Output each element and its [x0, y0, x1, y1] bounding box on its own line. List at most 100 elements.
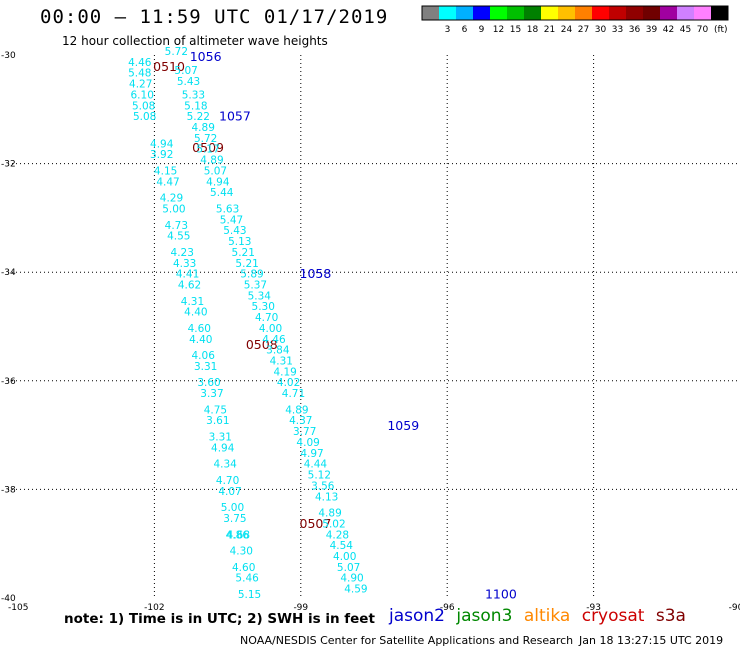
legend-label: 70 [697, 25, 709, 35]
map-subtitle: 12 hour collection of altimeter wave hei… [62, 34, 328, 48]
track-jason2: 5.725.075.435.335.185.224.895.725.174.89… [165, 46, 517, 602]
legend-label: 24 [561, 25, 573, 35]
wave-height-value: 4.97 [300, 448, 323, 460]
wave-height-value: 5.43 [177, 76, 200, 88]
wave-height-value: 4.28 [326, 529, 349, 541]
wave-height-value: 3.37 [200, 388, 223, 400]
wave-height-value: 3.56 [311, 480, 335, 492]
generated-timestamp: Jan 18 13:27:15 UTC 2019 [579, 634, 724, 647]
wave-height-value: 5.07 [174, 65, 197, 77]
pass-time-label: 0508 [246, 337, 278, 352]
legend-swatch [711, 6, 728, 20]
pass-time-label: 1058 [300, 266, 332, 281]
wave-height-value: 4.73 [165, 220, 188, 232]
wave-height-value: 5.00 [221, 502, 244, 514]
satellite-tracks: 4.465.484.276.105.085.084.943.924.154.47… [128, 46, 517, 602]
satellite-legend: jason2 jason3 altika cryosat s3a [389, 606, 692, 626]
legend-swatch [660, 6, 677, 20]
wave-height-value: 4.31 [270, 356, 293, 368]
wave-height-value: 4.70 [216, 475, 239, 487]
wave-height-value: 5.37 [244, 279, 267, 291]
units-note: note: 1) Time is in UTC; 2) SWH is in fe… [64, 611, 375, 627]
legend-swatch [490, 6, 507, 20]
wave-height-value: 5.30 [252, 301, 275, 313]
wave-height-value: 5.12 [308, 470, 331, 482]
wave-height-value: 3.61 [206, 415, 229, 427]
legend-label: 45 [680, 25, 691, 35]
wave-height-value: 5.13 [228, 236, 251, 248]
wave-height-value: 5.00 [162, 203, 185, 215]
wave-height-value: 4.94 [206, 176, 230, 188]
legend-label: 27 [578, 25, 589, 35]
legend-label: 42 [663, 25, 674, 35]
wave-height-value: 5.34 [248, 290, 272, 302]
wave-height-value: 4.09 [296, 437, 319, 449]
wave-height-value: 3.75 [223, 513, 246, 525]
wave-height-value: 5.18 [184, 100, 207, 112]
wave-height-value: 4.19 [273, 366, 296, 378]
legend-label: 21 [544, 25, 555, 35]
wave-height-value: 5.07 [204, 165, 227, 177]
legend-label: 9 [479, 25, 485, 35]
wave-height-value: 5.08 [132, 100, 155, 112]
wave-height-value: 4.37 [289, 415, 312, 427]
wave-height-value: 5.63 [216, 203, 239, 215]
pass-time-label: 1056 [190, 49, 222, 64]
latitude-tick-label: -32 [1, 160, 16, 170]
map-title: 00:00 – 11:59 UTC 01/17/2019 [40, 6, 389, 28]
wave-height-value: 4.89 [200, 155, 223, 167]
legend-swatch [473, 6, 490, 20]
wave-height-value: 4.41 [176, 269, 199, 281]
wave-height-value: 4.59 [344, 584, 367, 596]
legend-swatch [541, 6, 558, 20]
wave-height-value: 4.94 [211, 442, 235, 454]
longitude-tick-label: -96 [440, 603, 455, 613]
wave-height-value: 4.55 [167, 231, 190, 243]
legend-label: 6 [462, 25, 468, 35]
wave-height-value: 5.48 [128, 68, 151, 80]
legend-swatch [626, 6, 643, 20]
wave-height-value: 5.17 [196, 144, 219, 156]
legend-swatch [694, 6, 711, 20]
wave-height-value: 5.44 [210, 187, 234, 199]
wave-height-value: 4.06 [192, 350, 216, 362]
pass-time-label: 0510 [153, 59, 185, 74]
legend-label: 30 [595, 25, 607, 35]
wave-height-value: 4.27 [129, 79, 152, 91]
legend-swatch [422, 6, 439, 20]
legend-label: 15 [510, 25, 521, 35]
pass-time-label: 1057 [219, 109, 251, 124]
pass-time-label: 0509 [192, 140, 224, 155]
wave-height-value: 5.47 [220, 214, 243, 226]
legend-frame [421, 5, 729, 21]
wave-height-value: 5.46 [235, 573, 259, 585]
satellite-s3a: s3a [655, 606, 686, 626]
legend-unit: (ft) [714, 25, 728, 35]
wave-height-value: 4.23 [171, 247, 194, 259]
wave-height-value: 4.94 [150, 138, 174, 150]
latitude-tick-label: -40 [1, 594, 16, 604]
wave-height-value: 5.07 [337, 562, 360, 574]
wave-height-value: 4.47 [156, 176, 179, 188]
wave-height-value: 3.31 [209, 432, 232, 444]
wave-height-value: 4.62 [178, 279, 201, 291]
color-scale-legend: 3 6 9 12 15 18 21 24 27 30 33 36 39 42 45 70 (ft) [421, 5, 729, 35]
wave-height-value: 4.00 [259, 323, 282, 335]
latitude-tick-label: -36 [1, 377, 16, 387]
longitude-tick-label: -90 [729, 603, 740, 613]
wave-height-value: 4.60 [232, 562, 255, 574]
wave-height-value: 4.89 [318, 508, 341, 520]
wave-height-value: 4.90 [340, 573, 363, 585]
legend-swatch [524, 6, 541, 20]
wave-height-value: 4.46 [128, 57, 152, 69]
legend-swatch [507, 6, 524, 20]
wave-height-value: 4.54 [330, 540, 354, 552]
wave-height-value: 4.34 [213, 459, 237, 471]
wave-height-value: 4.86 [226, 529, 250, 541]
wave-height-value: 4.40 [189, 334, 212, 346]
wave-height-value: 4.02 [277, 377, 300, 389]
satellite-cryosat: cryosat [581, 606, 645, 626]
wave-height-value: 5.02 [322, 518, 345, 530]
wave-height-value: 4.68 [227, 529, 250, 541]
credit-text: NOAA/NESDIS Center for Satellite Applica… [240, 634, 574, 647]
